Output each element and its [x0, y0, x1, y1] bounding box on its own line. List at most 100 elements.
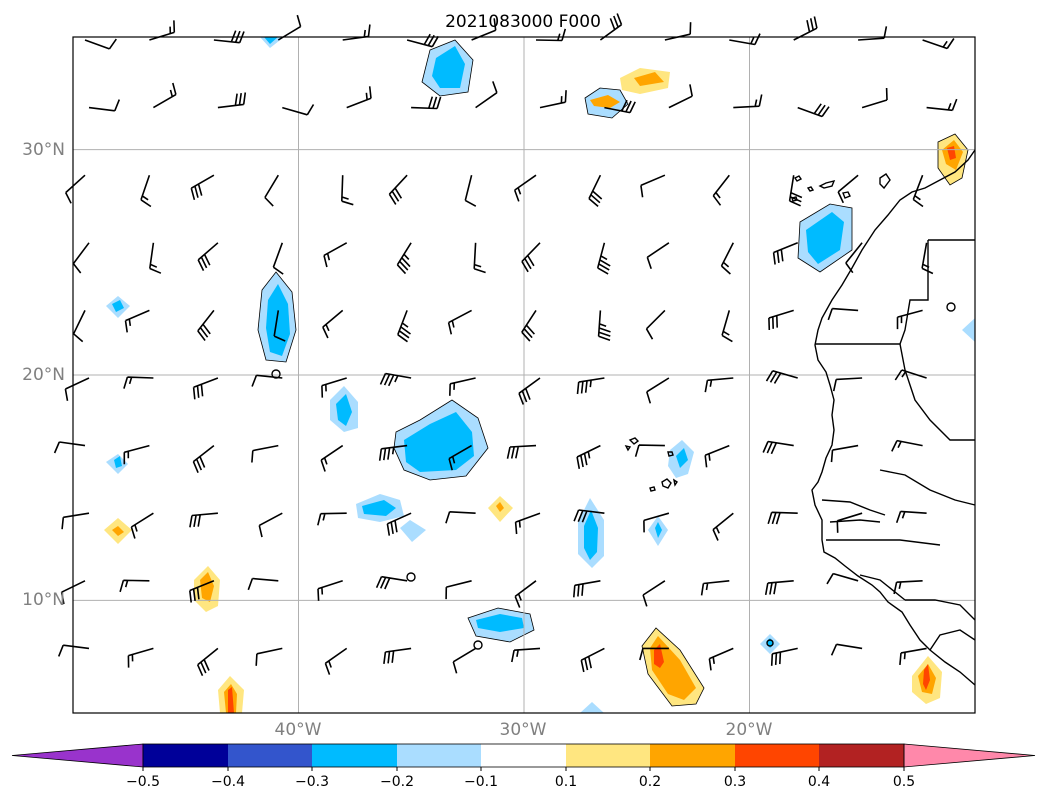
wind-barbs-layer — [53, 13, 958, 677]
africa-coastline — [811, 149, 976, 686]
wind-barb — [922, 38, 955, 50]
colorbar-segments — [11, 743, 1036, 771]
wind-barb — [830, 643, 863, 656]
longitude-labels: 40°W 30°W 20°W — [275, 720, 773, 740]
wind-barb — [521, 309, 537, 342]
wind-barb — [192, 444, 215, 474]
wind-barb — [830, 444, 859, 463]
wind-barb — [576, 377, 605, 395]
wind-barb — [189, 512, 218, 528]
wind-barb — [130, 512, 154, 539]
colorbar-segment — [819, 744, 904, 767]
wind-barb — [733, 94, 763, 109]
lon-label-40w: 40°W — [275, 720, 322, 740]
wind-barb — [896, 309, 923, 330]
wind-barb — [282, 104, 315, 116]
wind-barb — [832, 377, 863, 392]
wind-barb — [700, 580, 730, 596]
wind-barb — [912, 174, 924, 208]
wind-barb — [189, 580, 215, 603]
wind-barb — [645, 309, 666, 340]
map-frame — [72, 36, 976, 714]
wind-barb — [123, 376, 154, 389]
wind-barb — [770, 647, 798, 666]
wind-barb — [836, 512, 863, 533]
wind-barb — [197, 242, 219, 271]
wind-barb — [152, 82, 177, 109]
wind-barb — [452, 647, 477, 674]
cape-verde-islands — [624, 437, 678, 492]
wind-barb — [826, 572, 859, 585]
colorbar-label: 0.2 — [639, 774, 661, 790]
wind-barb — [383, 647, 412, 665]
wind-barb — [539, 90, 567, 109]
wind-barb — [640, 174, 666, 198]
wind-barb — [827, 307, 859, 321]
colorbar-segment — [397, 744, 481, 767]
wind-barb — [893, 580, 923, 595]
lat-label-30n: 30°N — [22, 140, 65, 160]
wind-barb — [317, 580, 343, 601]
map-plot-area — [53, 13, 976, 714]
colorbar-segment — [650, 744, 735, 767]
wind-barb — [397, 310, 411, 343]
wind-barb — [53, 441, 86, 454]
wind-barb — [57, 644, 90, 657]
wind-barb — [61, 512, 90, 530]
anomaly-fill-region — [112, 300, 124, 312]
wind-barb — [396, 242, 412, 275]
lon-label-30w: 30°W — [500, 720, 547, 740]
wind-barb — [72, 310, 86, 343]
colorbar-over-triangle — [903, 743, 1036, 768]
wind-barb — [604, 99, 636, 114]
island-marker-8n — [473, 640, 483, 650]
map-title: 2021083000 F000 — [445, 12, 601, 32]
wind-barb — [196, 647, 219, 677]
wind-barb — [448, 444, 473, 471]
wind-barb — [708, 647, 734, 671]
anomaly-contour — [641, 627, 705, 707]
wind-barb — [124, 309, 150, 333]
colorbar-segment — [566, 744, 650, 767]
wind-barb — [72, 242, 90, 274]
colorbar-outline — [142, 743, 905, 768]
wind-barb — [379, 372, 412, 387]
colorbar: −0.5 −0.4 −0.3 −0.2 −0.1 0.1 0.2 0.3 0.4… — [11, 743, 1036, 790]
wind-barb — [84, 38, 117, 50]
wind-barb — [190, 174, 215, 201]
anomaly-fill-region — [654, 644, 664, 668]
colorbar-segment — [143, 744, 228, 767]
wind-barb — [768, 309, 794, 331]
wind-barb — [712, 174, 730, 206]
anomaly-fill-region — [114, 456, 122, 468]
wind-barb — [762, 440, 794, 455]
wind-barb — [720, 242, 735, 275]
wind-barb — [320, 444, 344, 472]
wind-barb — [258, 512, 283, 538]
anomaly-contour — [467, 607, 535, 643]
wind-barb — [837, 174, 859, 204]
colorbar-label: −0.5 — [126, 774, 160, 790]
anomaly-fill-region — [264, 37, 278, 44]
anomaly-fill-region — [404, 412, 474, 472]
coastline-layer — [271, 149, 976, 686]
wind-barb — [388, 174, 408, 205]
wind-barb — [197, 309, 215, 341]
colorbar-label: −0.2 — [380, 774, 414, 790]
wind-barb — [277, 14, 302, 41]
colorbar-label: 0.3 — [724, 774, 746, 790]
wind-barb — [127, 647, 154, 668]
wind-barb — [521, 242, 541, 273]
wind-barb — [149, 242, 162, 274]
canary-islands — [791, 173, 891, 202]
wind-barb — [895, 510, 927, 523]
anomaly-fill-region — [112, 526, 124, 536]
anomaly-fill-region — [590, 95, 620, 108]
wind-barb — [596, 242, 611, 275]
wind-barb — [788, 175, 803, 207]
anomaly-fill-region — [634, 72, 664, 86]
anomaly-fill-region — [580, 702, 604, 713]
anomaly-fill-region — [584, 510, 598, 560]
anomaly-fill-region — [400, 520, 426, 542]
colorbar-label: −0.4 — [211, 774, 245, 790]
